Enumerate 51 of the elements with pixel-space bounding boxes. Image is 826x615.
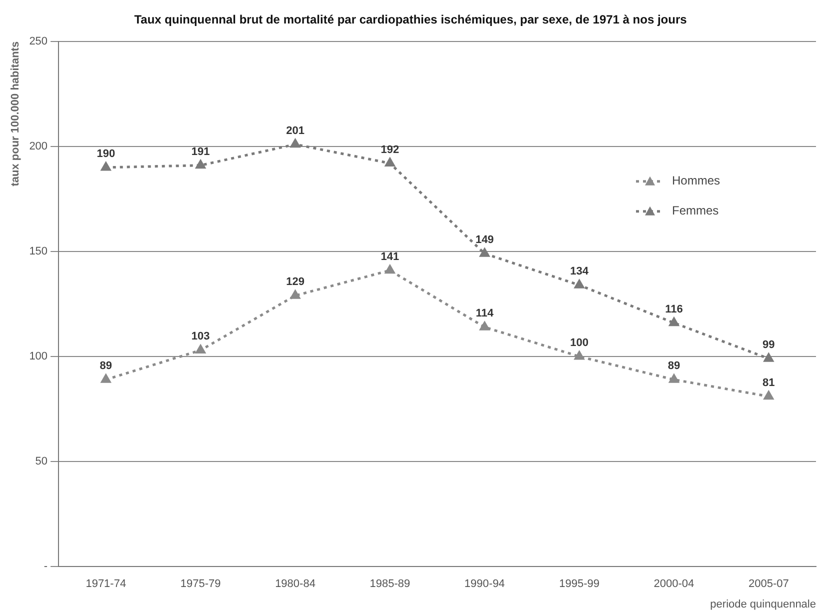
x-tick-label: 1990-94 bbox=[464, 578, 505, 590]
point bbox=[101, 162, 111, 171]
data-label: 134 bbox=[570, 266, 590, 278]
data-label: 100 bbox=[570, 337, 588, 350]
point bbox=[764, 391, 774, 400]
point bbox=[290, 290, 300, 299]
point bbox=[669, 374, 679, 383]
point bbox=[669, 318, 679, 326]
point bbox=[480, 322, 490, 330]
data-label: 201 bbox=[286, 124, 304, 137]
point bbox=[385, 158, 395, 166]
y-tick-label: 150 bbox=[29, 246, 48, 258]
data-label: 191 bbox=[191, 146, 210, 158]
legend-label: Hommes bbox=[672, 174, 720, 188]
x-tick-label: 1995-99 bbox=[559, 578, 600, 590]
data-label: 192 bbox=[380, 144, 400, 156]
y-tick-label: 250 bbox=[29, 35, 48, 48]
point bbox=[574, 280, 584, 288]
data-label: 141 bbox=[380, 250, 400, 263]
chart-title: Taux quinquennal brut de mortalité par cardiopathies ischémiques, par sexe, de 1971 à nos jours bbox=[134, 12, 688, 27]
data-label: 89 bbox=[668, 360, 680, 372]
y-tick-label: 50 bbox=[35, 456, 48, 468]
data-label: 103 bbox=[191, 330, 210, 343]
x-tick-label: 2000-04 bbox=[654, 578, 694, 590]
point bbox=[196, 344, 206, 354]
y-tick-label: 200 bbox=[29, 140, 48, 152]
data-label: 89 bbox=[100, 360, 112, 372]
legend-label: Femmes bbox=[672, 204, 719, 218]
point bbox=[480, 248, 490, 257]
data-label: 129 bbox=[286, 276, 304, 288]
data-label: 81 bbox=[762, 376, 775, 389]
x-tick-label: 1980-84 bbox=[275, 578, 316, 590]
x-tick-label: 1985-89 bbox=[370, 578, 410, 590]
data-label: 116 bbox=[665, 303, 683, 316]
x-tick-label: 1975-79 bbox=[180, 578, 221, 590]
point bbox=[385, 265, 395, 274]
data-label: 114 bbox=[476, 308, 494, 320]
data-label: 190 bbox=[96, 148, 116, 160]
data-label: 99 bbox=[762, 339, 775, 352]
point bbox=[290, 139, 300, 148]
y-tick-label: 100 bbox=[29, 350, 48, 363]
data-label: 149 bbox=[475, 234, 494, 246]
y-axis-title: taux pour 100.000 habitants bbox=[10, 41, 22, 186]
point bbox=[764, 353, 774, 362]
y-tick-label: - bbox=[44, 560, 48, 573]
point bbox=[101, 374, 111, 383]
x-axis-title: periode quinquennale bbox=[710, 598, 816, 610]
point bbox=[574, 351, 584, 360]
x-tick-label: 2005-07 bbox=[748, 578, 789, 590]
x-tick-label: 1971-74 bbox=[86, 578, 126, 590]
point bbox=[196, 160, 206, 169]
